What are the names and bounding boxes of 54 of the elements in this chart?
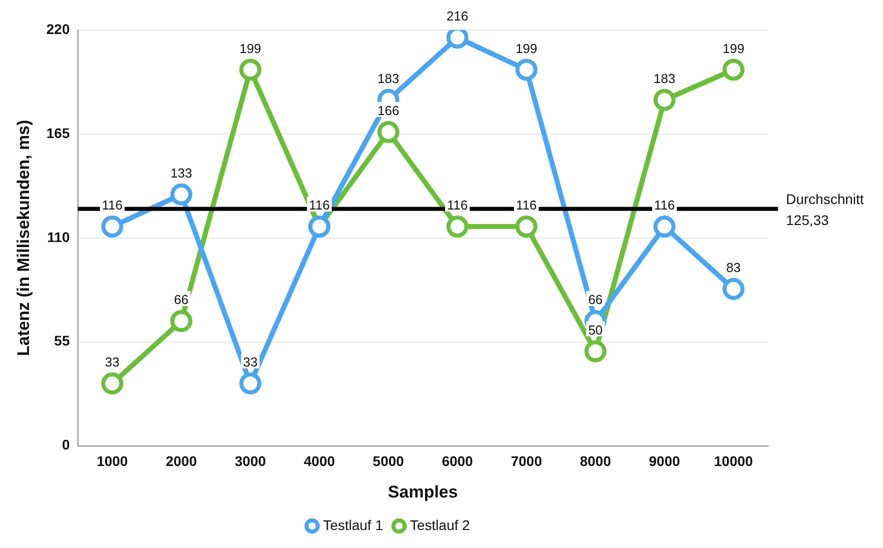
data-label: 216 <box>446 8 468 24</box>
data-label: 183 <box>654 71 676 86</box>
point <box>239 372 262 394</box>
data-label: 66 <box>588 292 603 308</box>
x-tick-label: 2000 <box>166 453 198 470</box>
data-label: 116 <box>447 198 468 213</box>
x-tick-label: 3000 <box>234 453 266 470</box>
x-tick-label: 6000 <box>442 453 474 470</box>
point <box>239 58 262 81</box>
point <box>515 58 538 81</box>
data-label: 116 <box>308 198 330 213</box>
data-label: 33 <box>105 354 120 370</box>
y-tick-label: 55 <box>54 332 70 349</box>
data-label: 183 <box>378 71 400 86</box>
y-tick-label: 0 <box>62 436 70 453</box>
point <box>170 183 192 206</box>
data-label: 116 <box>516 198 537 213</box>
legend-label: Testlauf 1 <box>323 516 384 533</box>
data-label: 66 <box>174 292 189 308</box>
x-axis-title: Samples <box>388 482 458 502</box>
data-label: 133 <box>170 166 192 181</box>
x-tick-label: 8000 <box>580 453 612 470</box>
x-tick-label: 7000 <box>510 453 542 470</box>
data-label: 50 <box>588 322 603 338</box>
data-label: 166 <box>378 103 400 118</box>
point <box>170 310 192 332</box>
x-tick-label: 5000 <box>372 453 404 470</box>
data-label: 83 <box>726 260 741 276</box>
x-tick-label: 10000 <box>714 453 754 470</box>
y-axis-title: Latenz (in Millisekunden, ms) <box>14 120 33 356</box>
data-label: 199 <box>516 40 538 56</box>
ref-line-label: Durchschnitt 125,33 <box>786 190 864 228</box>
legend-label: Testlauf 2 <box>410 516 470 533</box>
y-tick-label: 165 <box>46 124 70 141</box>
point <box>722 58 744 81</box>
point <box>101 372 124 394</box>
y-tick-label: 220 <box>46 20 70 37</box>
data-label: 199 <box>722 40 744 56</box>
point <box>515 216 538 238</box>
point <box>653 88 676 111</box>
x-tick-label: 9000 <box>648 453 680 470</box>
point <box>722 278 744 300</box>
data-label: 199 <box>239 40 262 56</box>
data-label: 116 <box>654 198 675 213</box>
point <box>446 216 468 238</box>
point <box>653 216 676 238</box>
y-tick-label: 110 <box>47 228 70 245</box>
data-label: 116 <box>102 198 123 213</box>
x-tick-label: 1000 <box>96 453 128 470</box>
x-tick-label: 4000 <box>304 453 336 470</box>
point <box>101 216 124 238</box>
point <box>377 121 400 144</box>
data-label: 33 <box>243 354 258 370</box>
point <box>584 340 606 362</box>
